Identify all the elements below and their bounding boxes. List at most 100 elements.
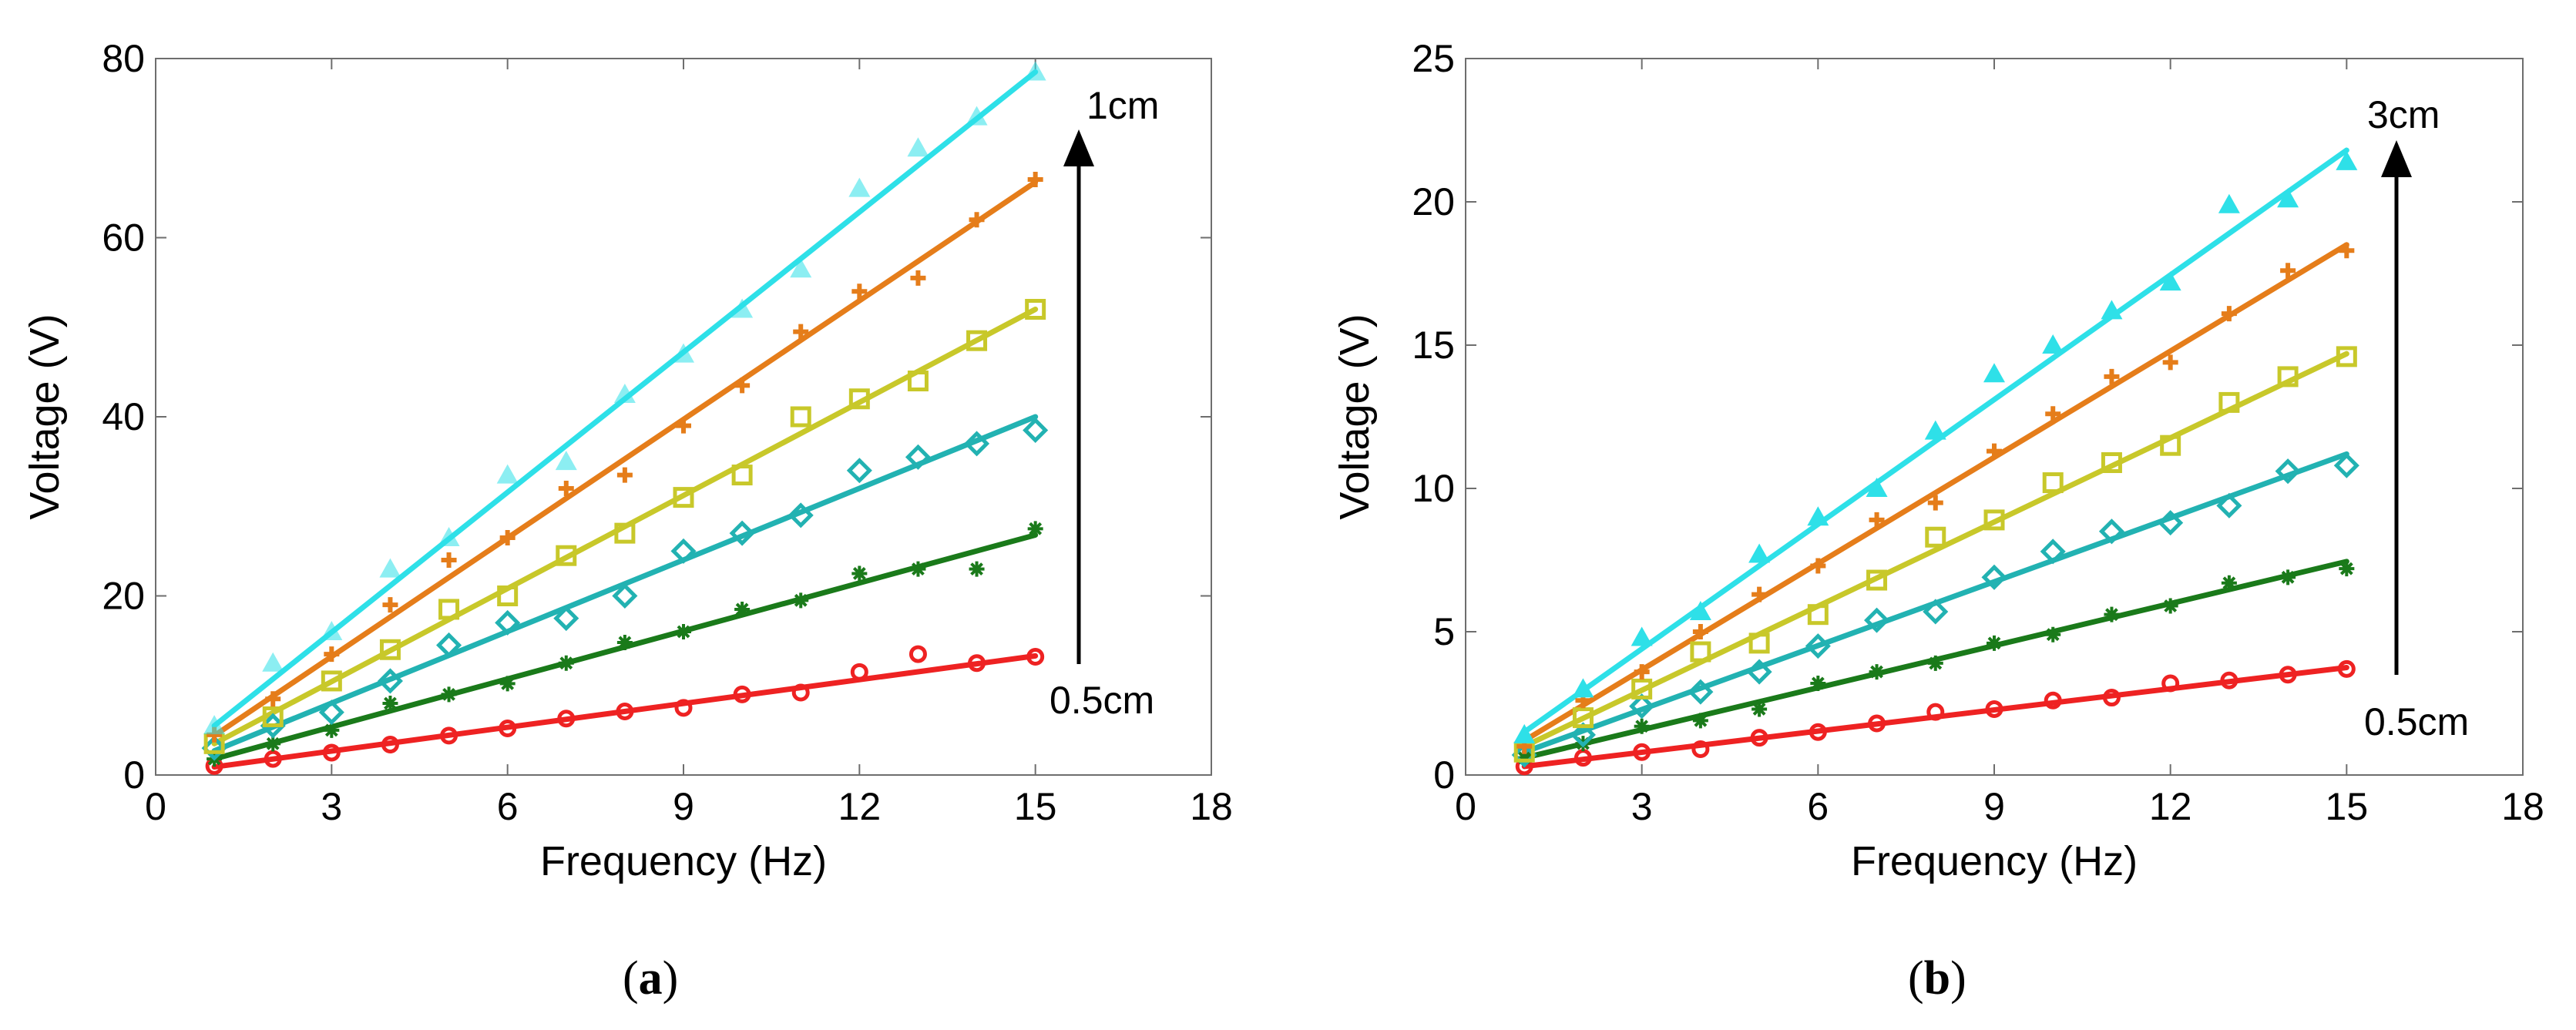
data-point	[969, 561, 985, 577]
data-point	[2045, 406, 2061, 422]
data-point	[324, 646, 340, 663]
data-point	[321, 621, 343, 640]
data-point	[674, 699, 693, 717]
data-point	[676, 624, 691, 639]
data-point	[2162, 598, 2178, 614]
data-point	[1810, 675, 1826, 691]
data-point	[614, 522, 636, 544]
data-markers	[1511, 150, 2359, 776]
fit-line	[211, 653, 1039, 770]
data-point	[1927, 495, 1943, 511]
data-point	[729, 520, 755, 546]
x-tick-label: 6	[497, 785, 519, 828]
data-point	[1513, 723, 1536, 743]
data-point	[2218, 193, 2240, 213]
data-point	[731, 298, 754, 318]
data-point	[318, 700, 344, 726]
tick-group: 0 3 6 9 12 15 18 0 5 10 15 20 25	[1412, 37, 2544, 828]
data-point	[1746, 659, 1772, 685]
data-point	[324, 722, 340, 738]
fit-line	[1521, 147, 2349, 735]
x-tick-label: 9	[1983, 785, 2005, 828]
data-point	[907, 371, 929, 391]
data-point	[377, 668, 403, 694]
data-point	[1805, 633, 1831, 659]
data-point	[264, 750, 282, 768]
y-tick-label: 5	[1433, 610, 1455, 653]
tick-group: 0 3 6 9 12 15 18 0 20 40 60 80	[102, 37, 1232, 828]
data-point	[2104, 606, 2120, 622]
data-point	[1688, 679, 1714, 705]
data-point	[499, 676, 516, 692]
data-point	[1748, 543, 1771, 563]
data-point	[670, 538, 697, 564]
data-point	[2279, 666, 2297, 684]
data-point	[1023, 417, 1049, 443]
data-point	[966, 106, 988, 126]
data-point	[969, 212, 985, 228]
data-point	[2336, 150, 2358, 170]
data-point	[2045, 626, 2061, 642]
data-point	[495, 609, 521, 636]
x-tick-label: 18	[2501, 785, 2544, 828]
arrow-head-icon	[1063, 129, 1094, 166]
data-point	[966, 330, 988, 351]
data-point	[1572, 678, 1594, 698]
data-point	[1866, 569, 1888, 591]
y-tick-label: 15	[1412, 324, 1455, 367]
data-point	[1631, 678, 1653, 700]
data-point	[793, 324, 809, 340]
data-point	[1634, 664, 1650, 680]
data-point	[905, 444, 931, 470]
y-tick-label: 0	[123, 753, 145, 797]
data-point	[2042, 472, 2064, 494]
data-point	[1807, 506, 1829, 526]
data-point	[793, 592, 809, 609]
fit-line	[211, 179, 1039, 739]
data-point	[2220, 671, 2238, 689]
data-point	[1866, 478, 1888, 497]
data-point	[2337, 659, 2356, 678]
data-point	[734, 377, 751, 394]
panel-label: (b)	[1908, 952, 1966, 1005]
x-tick-label: 12	[838, 785, 882, 828]
data-point	[2161, 674, 2180, 693]
data-point	[1751, 586, 1768, 602]
data-point	[2280, 263, 2296, 279]
data-point	[908, 645, 927, 663]
x-tick-label: 9	[673, 785, 694, 828]
data-point	[2162, 354, 2178, 371]
data-point	[1634, 718, 1650, 734]
data-point	[2101, 452, 2122, 474]
data-point	[1869, 664, 1885, 680]
data-point	[2101, 300, 2123, 320]
data-point	[2160, 434, 2181, 456]
data-point	[910, 561, 926, 577]
data-point	[265, 736, 281, 752]
data-point	[1925, 526, 1946, 548]
data-point	[2339, 243, 2355, 259]
data-point	[2098, 518, 2124, 545]
plot-frame	[1465, 58, 2524, 776]
data-point	[616, 634, 633, 650]
data-point	[321, 670, 342, 692]
data-point	[734, 601, 751, 617]
data-point	[2221, 575, 2237, 591]
data-point	[846, 458, 872, 484]
data-point	[968, 654, 986, 673]
data-point	[676, 418, 691, 434]
y-tick-label: 80	[102, 37, 145, 80]
data-point	[1689, 600, 1711, 620]
data-point	[1025, 299, 1046, 320]
data-point	[2275, 458, 2301, 485]
data-point	[1923, 599, 1949, 625]
data-point	[438, 526, 460, 546]
data-point	[262, 652, 284, 672]
y-axis-label: Voltage (V)	[22, 314, 68, 519]
data-point	[379, 558, 401, 578]
data-point	[964, 431, 990, 457]
data-point	[851, 565, 868, 582]
data-point	[2336, 346, 2357, 367]
x-tick-label: 15	[2326, 785, 2369, 828]
data-point	[731, 465, 753, 486]
